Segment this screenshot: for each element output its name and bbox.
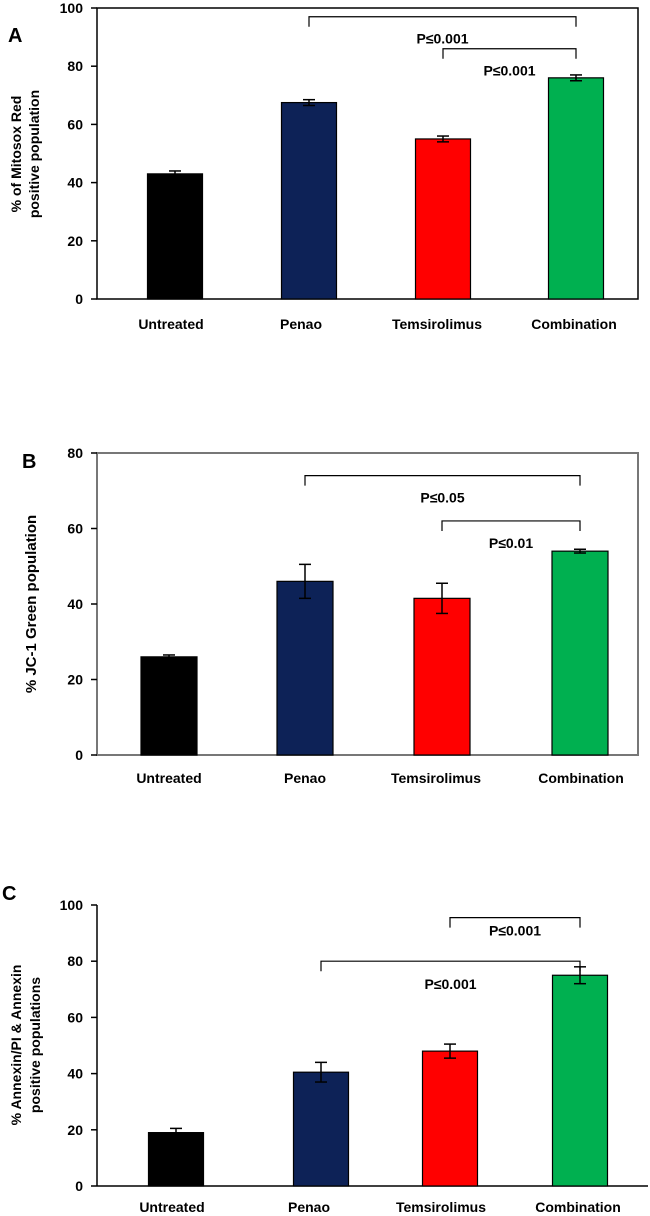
significance-label-c-2: P≤0.001: [424, 976, 476, 992]
significance-label-a-2: P≤0.001: [483, 63, 535, 79]
category-label-a-penao: Penao: [280, 316, 322, 332]
chart-panel-c: C 0 20 40 60 80 100 P≤0.001 P≤0.001 Untreated P…: [2, 883, 648, 1215]
bar-c-penao: [292, 1071, 350, 1187]
panel-label-a: A: [8, 25, 22, 47]
y-axis-label-a-line1: % of Mitosox Red: [8, 96, 24, 213]
y-tick-label-b-40: 40: [67, 596, 83, 612]
significance-bracket-b-1: P≤0.05: [304, 475, 581, 506]
category-label-c-combination: Combination: [535, 1199, 621, 1215]
y-tick-label-b-60: 60: [67, 521, 83, 537]
y-tick-label-a-20: 20: [67, 233, 83, 249]
y-tick-label-c-60: 60: [67, 1009, 83, 1025]
y-axis-label-c-line1: % Annexin/PI & Annexin: [8, 965, 24, 1126]
y-tick-label-c-80: 80: [67, 953, 83, 969]
bar-c-combination: [551, 974, 609, 1187]
error-bar-b-temsirolimus: [436, 582, 448, 615]
significance-bracket-c-1: P≤0.001: [449, 917, 581, 939]
error-bar-b-untreated: [163, 654, 175, 660]
error-bar-a-untreated: [169, 170, 181, 178]
y-tick-label-b-0: 0: [75, 747, 83, 763]
bar-b-untreated: [140, 656, 198, 756]
error-bar-a-penao: [303, 98, 315, 107]
significance-label-b-1: P≤0.05: [420, 490, 464, 506]
significance-bracket-c-2: P≤0.001: [320, 960, 581, 992]
bar-a-penao: [280, 101, 338, 300]
significance-label-a-1: P≤0.001: [416, 31, 468, 47]
panel-label-c: C: [2, 883, 16, 905]
y-tick-label-b-20: 20: [67, 672, 83, 688]
significance-bracket-a-1: P≤0.001: [308, 16, 577, 47]
category-label-a-temsirolimus: Temsirolimus: [392, 316, 482, 332]
bar-a-untreated: [146, 173, 204, 300]
category-label-b-untreated: Untreated: [136, 770, 201, 786]
y-tick-label-a-40: 40: [67, 175, 83, 191]
plot-area-a: [96, 7, 639, 300]
error-bar-a-combination: [570, 74, 582, 82]
y-tick-label-a-60: 60: [67, 116, 83, 132]
bar-b-temsirolimus: [413, 597, 471, 756]
chart-panel-b: B 0 20 40 60 80 P≤0.05 P≤0.01 Untreated Penao T…: [22, 445, 639, 786]
y-axis-label-c-line2: positive populations: [27, 977, 43, 1113]
bar-a-combination: [547, 77, 605, 300]
category-label-a-untreated: Untreated: [138, 316, 203, 332]
y-tick-label-c-40: 40: [67, 1066, 83, 1082]
significance-bracket-a-2: P≤0.001: [442, 48, 577, 79]
error-bar-c-untreated: [170, 1127, 182, 1138]
error-bar-b-combination: [574, 548, 586, 554]
bar-b-combination: [551, 550, 609, 756]
bar-a-temsirolimus: [414, 138, 472, 300]
y-tick-label-c-0: 0: [75, 1178, 83, 1194]
category-label-c-untreated: Untreated: [139, 1199, 204, 1215]
y-axis-label-b: % JC-1 Green population: [23, 515, 40, 693]
y-tick-label-a-100: 100: [60, 0, 84, 16]
error-bar-c-temsirolimus: [444, 1043, 456, 1059]
category-label-b-penao: Penao: [284, 770, 326, 786]
bar-c-temsirolimus: [421, 1050, 479, 1187]
category-label-a-combination: Combination: [531, 316, 617, 332]
category-label-c-penao: Penao: [288, 1199, 330, 1215]
category-label-c-temsirolimus: Temsirolimus: [396, 1199, 486, 1215]
y-axis-label-a-line2: positive population: [26, 90, 42, 218]
y-tick-label-b-80: 80: [67, 445, 83, 461]
y-tick-label-a-0: 0: [75, 291, 83, 307]
significance-bracket-b-2: P≤0.01: [441, 520, 581, 551]
bar-c-untreated: [147, 1132, 205, 1187]
bar-b-penao: [276, 580, 334, 756]
error-bar-b-penao: [299, 563, 311, 600]
y-tick-label-a-80: 80: [67, 58, 83, 74]
category-label-b-combination: Combination: [538, 770, 624, 786]
error-bar-c-penao: [315, 1061, 327, 1083]
y-tick-label-c-20: 20: [67, 1122, 83, 1138]
significance-label-c-1: P≤0.001: [489, 923, 541, 939]
category-label-b-temsirolimus: Temsirolimus: [391, 770, 481, 786]
chart-panel-a: A 0 20 40 60 80 100 P≤0.001 P≤0.001 Untreated P…: [8, 0, 639, 332]
y-tick-label-c-100: 100: [60, 897, 84, 913]
panel-label-b: B: [22, 451, 36, 473]
significance-label-b-2: P≤0.01: [489, 535, 533, 551]
error-bar-a-temsirolimus: [437, 135, 449, 143]
